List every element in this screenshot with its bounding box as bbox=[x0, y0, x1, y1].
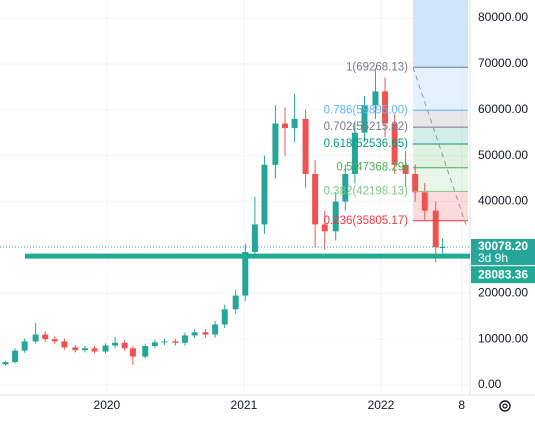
x-tick-label: 2021 bbox=[231, 398, 258, 412]
candle-body bbox=[81, 348, 88, 351]
candle-body bbox=[221, 309, 228, 325]
candle-body bbox=[102, 345, 109, 352]
target-zone bbox=[413, 0, 468, 68]
y-tick-label: 10000.00 bbox=[478, 331, 528, 345]
candle-body bbox=[391, 123, 398, 165]
settings-icon[interactable] bbox=[499, 400, 511, 412]
fib-zone bbox=[413, 167, 468, 192]
fib-label: 0.702(56215.82) bbox=[324, 121, 409, 133]
fib-label: 0.236(35805.17) bbox=[324, 215, 409, 227]
candle-body bbox=[61, 341, 68, 348]
y-tick-label: 70000.00 bbox=[478, 56, 528, 70]
candle-body bbox=[321, 224, 328, 232]
fib-zone bbox=[413, 127, 468, 144]
y-tick-label: 80000.00 bbox=[478, 10, 528, 24]
candle-body bbox=[232, 295, 239, 310]
candle-body bbox=[382, 91, 389, 124]
candle-body bbox=[212, 324, 219, 335]
level-label: 28083.36 bbox=[478, 267, 528, 281]
last-price-label: 30078.20 bbox=[478, 239, 528, 253]
candle-body bbox=[2, 362, 9, 365]
candle-body bbox=[112, 342, 119, 346]
candle-body bbox=[361, 105, 368, 133]
candle-body bbox=[242, 251, 249, 296]
candle-body bbox=[439, 247, 446, 249]
candle-body bbox=[161, 341, 168, 343]
candle-body bbox=[91, 348, 98, 352]
candle-body bbox=[32, 334, 39, 342]
candle-body bbox=[332, 201, 339, 232]
y-tick-label: 40000.00 bbox=[478, 194, 528, 208]
candle-body bbox=[51, 339, 58, 342]
candle-body bbox=[342, 173, 349, 202]
candle-body bbox=[372, 91, 379, 106]
candle-body bbox=[412, 173, 419, 193]
y-tick-label: 0.00 bbox=[478, 377, 502, 391]
candle-body bbox=[181, 335, 188, 343]
candle-body bbox=[421, 192, 428, 211]
candle-body bbox=[251, 224, 258, 252]
fib-zone bbox=[413, 110, 468, 128]
candle-body bbox=[121, 342, 128, 349]
gear-hub[interactable] bbox=[502, 403, 508, 409]
y-tick-label: 60000.00 bbox=[478, 102, 528, 116]
fib-label: 0.5(47368.29) bbox=[336, 162, 408, 174]
candle-body bbox=[432, 210, 439, 248]
last-price-badge bbox=[471, 239, 535, 266]
y-tick-label: 50000.00 bbox=[478, 148, 528, 162]
trend-projection bbox=[412, 67, 467, 226]
candle-body bbox=[42, 334, 49, 340]
candle-body bbox=[151, 342, 158, 347]
candle-body bbox=[202, 332, 209, 335]
x-tick-label: 8 bbox=[458, 398, 465, 412]
candle-body bbox=[129, 348, 136, 357]
gear[interactable] bbox=[499, 400, 511, 412]
fib-label: 1(69268.13) bbox=[346, 61, 408, 73]
fib-label: 0.786(59895.00) bbox=[324, 104, 409, 116]
level-badge bbox=[471, 266, 535, 284]
candle-body bbox=[142, 346, 149, 357]
candle-body bbox=[282, 123, 289, 129]
fib-zone bbox=[413, 143, 468, 168]
fib-label: 0.618(52536.65) bbox=[324, 138, 409, 150]
candle-body bbox=[12, 350, 19, 363]
candle-body bbox=[402, 164, 409, 174]
candle-body bbox=[291, 118, 298, 129]
candles bbox=[2, 68, 446, 366]
candle-body bbox=[272, 123, 279, 165]
candle-body bbox=[351, 132, 358, 174]
candle-body bbox=[302, 118, 309, 174]
countdown-label: 3d 9h bbox=[478, 251, 508, 265]
candle-body bbox=[72, 347, 79, 351]
candle-body bbox=[172, 341, 179, 343]
x-tick-label: 2020 bbox=[94, 398, 121, 412]
candle-body bbox=[312, 173, 319, 225]
candle-body bbox=[191, 332, 198, 336]
x-tick-label: 2022 bbox=[368, 398, 395, 412]
y-tick-label: 20000.00 bbox=[478, 285, 528, 299]
fib-label: 0.382(42198.13) bbox=[324, 185, 409, 197]
candle-body bbox=[21, 341, 28, 351]
fib-zone bbox=[413, 67, 468, 111]
candle-body bbox=[261, 164, 268, 225]
